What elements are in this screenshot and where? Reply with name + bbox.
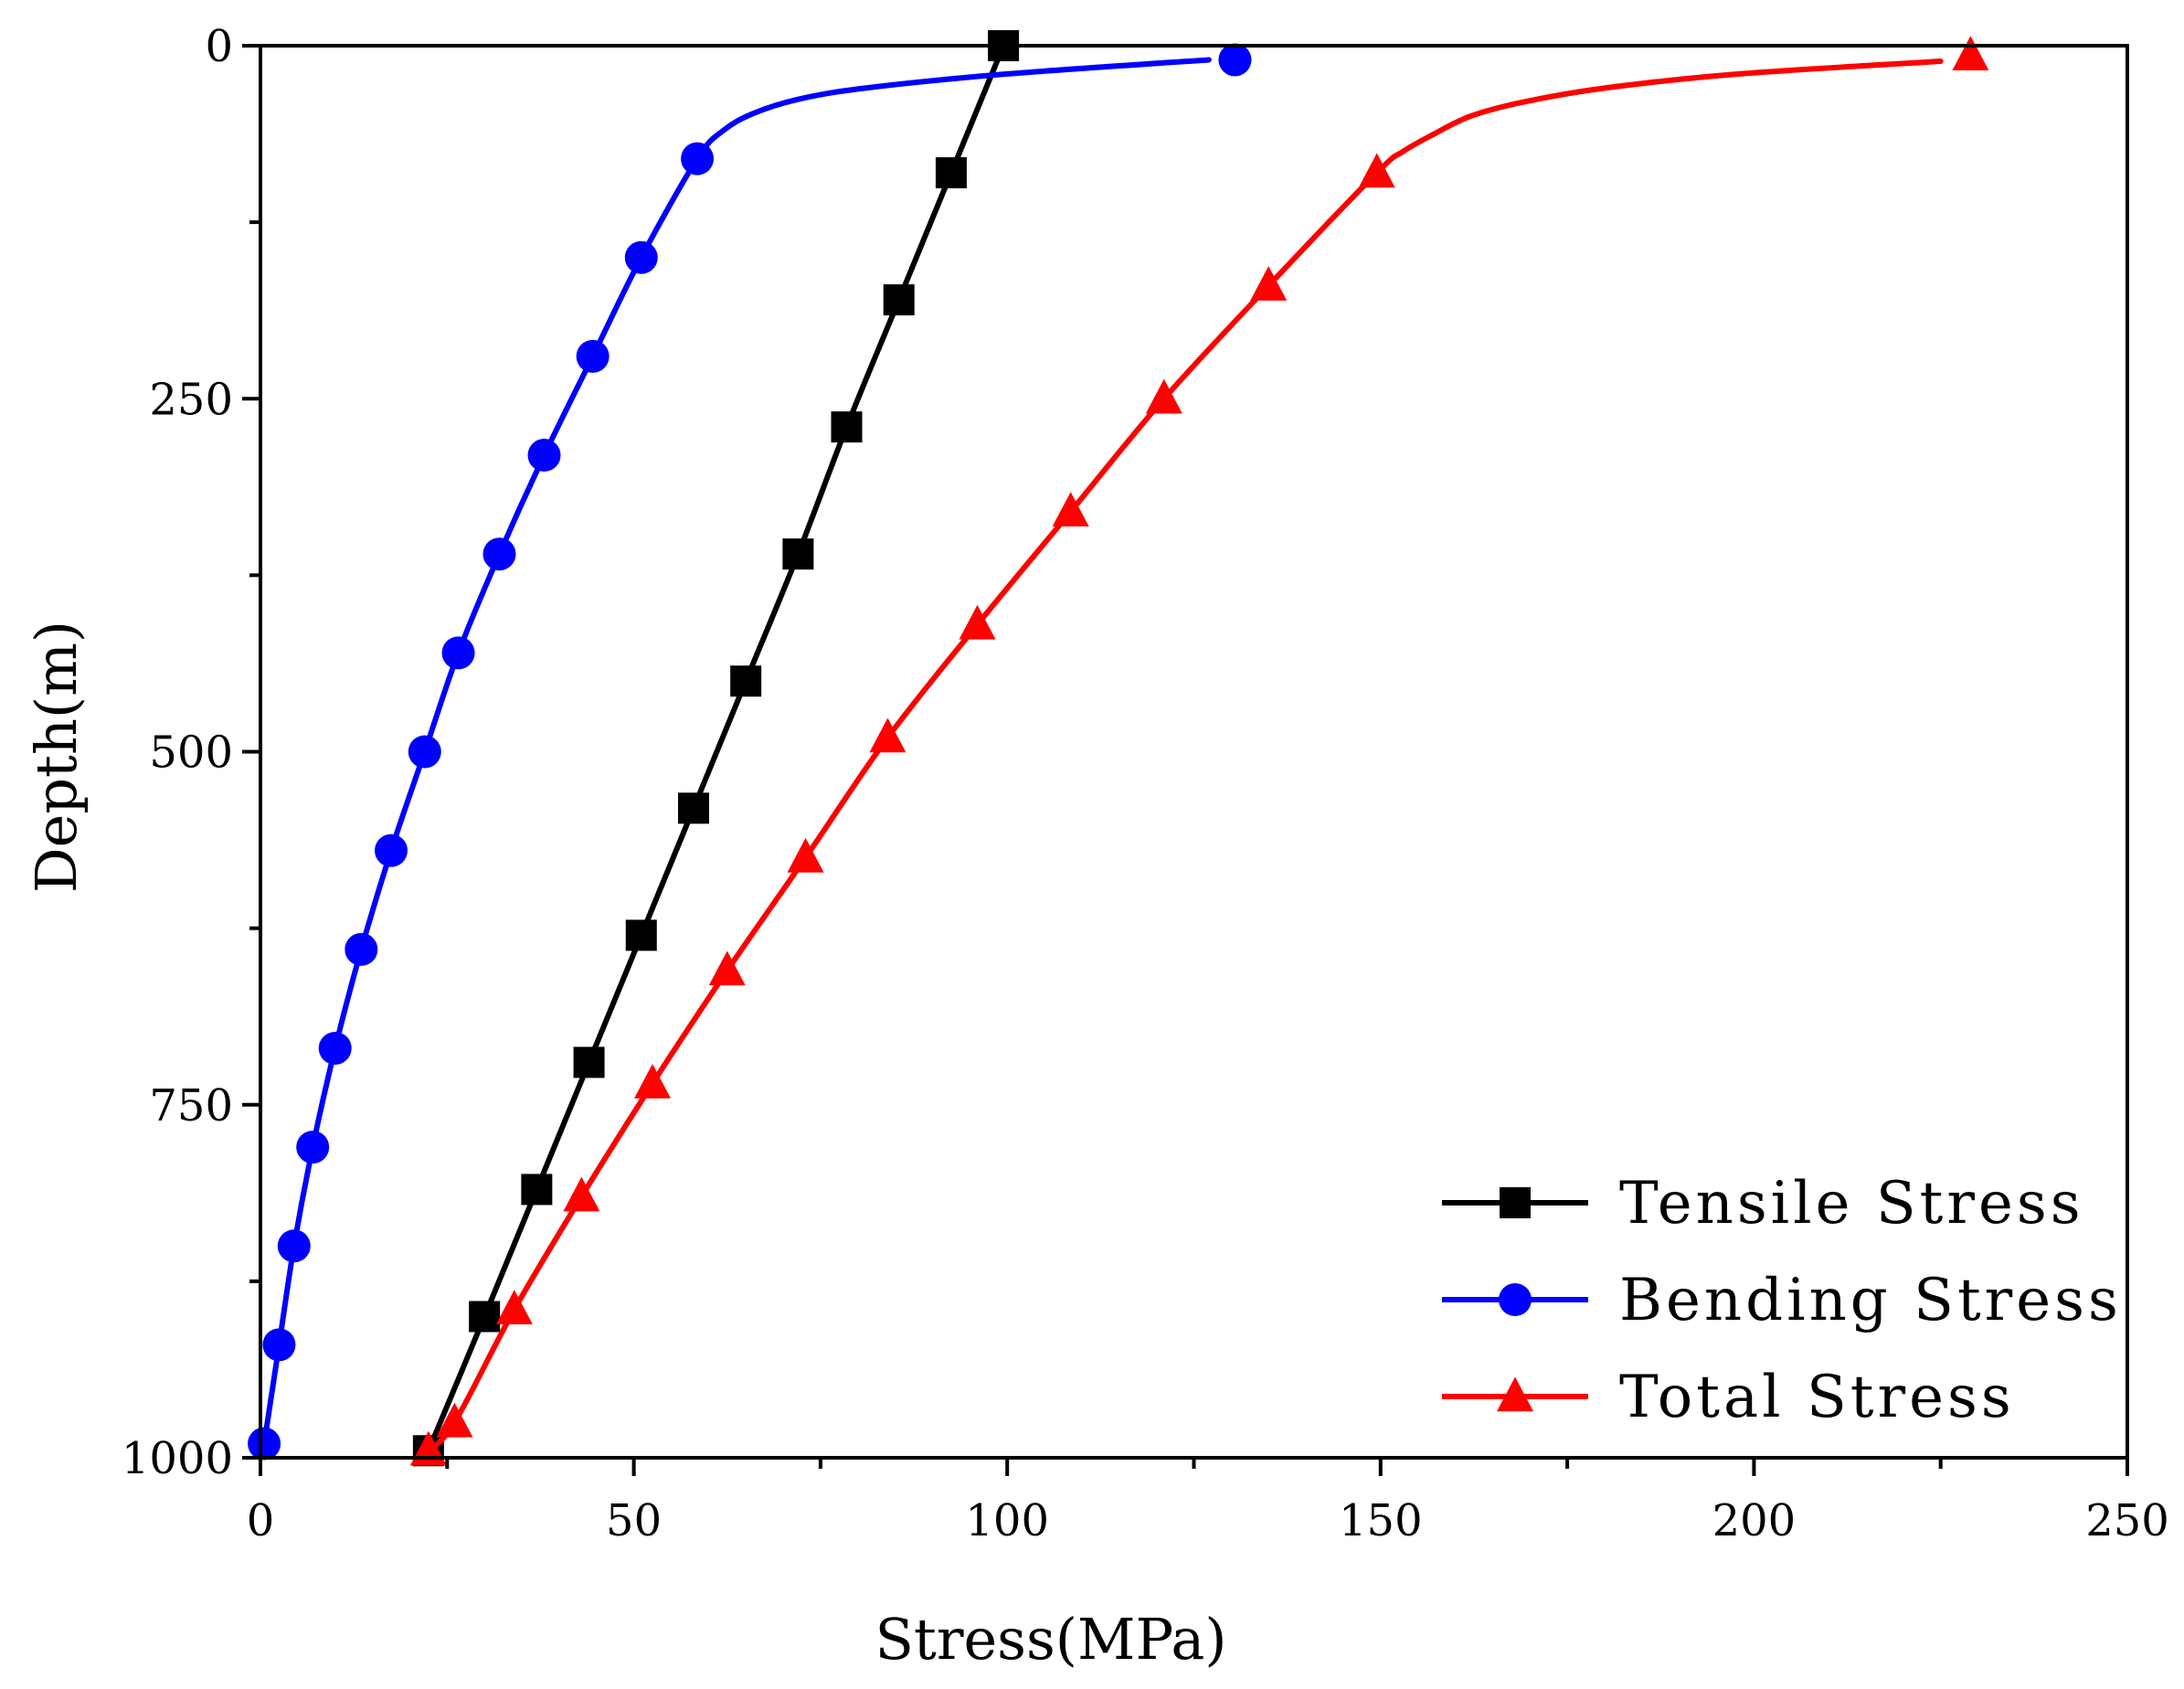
series-bending-stress [248, 43, 1252, 1461]
total-stress-point [1052, 492, 1089, 527]
total-stress-point [787, 837, 824, 873]
y-tick-label: 1000 [122, 1433, 233, 1484]
tensile-stress-point [730, 665, 762, 697]
legend-label-total-stress: Total Stress [1619, 1364, 2015, 1431]
tensile-stress-point [573, 1046, 605, 1078]
series-total-stress [409, 36, 1989, 1466]
bending-stress-point [345, 932, 378, 966]
bending-stress-point [441, 636, 475, 670]
x-tick-label: 150 [1339, 1495, 1423, 1546]
total-stress-point [1250, 266, 1288, 301]
legend-item-tensile-stress: Tensile Stress [1442, 1170, 2084, 1238]
y-axis-label: Depth(m) [23, 621, 90, 893]
y-tick-label: 250 [149, 374, 233, 425]
legend-item-total-stress: Total Stress [1442, 1364, 2015, 1431]
x-tick-label: 50 [606, 1495, 662, 1546]
bending-stress-line [261, 57, 1212, 1447]
bending-stress-point [576, 339, 610, 373]
legend: Tensile Stress Bending Stress Total Stress [1442, 1170, 2122, 1431]
bending-stress-point [408, 735, 441, 769]
tensile-stress-point [782, 538, 814, 570]
legend-marker-total-stress [1497, 1376, 1533, 1412]
total-stress-point [869, 717, 906, 753]
total-stress-point [1145, 378, 1182, 414]
bending-stress-point [527, 439, 561, 473]
bending-stress-point [277, 1229, 311, 1263]
total-stress-point [634, 1063, 672, 1099]
bending-stress-point [375, 834, 408, 867]
total-stress-point [1952, 36, 1989, 71]
total-stress-point [1358, 153, 1395, 188]
bending-stress-point [624, 240, 658, 274]
x-axis-label: Stress(MPa) [875, 1606, 1226, 1673]
plot-frame [259, 44, 2129, 1460]
y-tick-label: 0 [205, 21, 233, 72]
bending-stress-point [482, 537, 516, 571]
total-stress-point [959, 604, 996, 640]
legend-marker-bending-stress [1499, 1283, 1532, 1316]
legend-label-tensile-stress: Tensile Stress [1619, 1170, 2084, 1238]
x-tick-label: 250 [2085, 1495, 2169, 1546]
legend-label-bending-stress: Bending Stress [1619, 1267, 2122, 1334]
series-tensile-stress [412, 30, 1020, 1467]
tensile-stress-point [469, 1301, 501, 1333]
bending-stress-point [318, 1031, 352, 1065]
x-tick-label: 0 [247, 1495, 275, 1546]
plot-area [248, 30, 1989, 1467]
bending-stress-point [248, 1427, 281, 1461]
tensile-stress-point [831, 411, 863, 443]
legend-item-bending-stress: Bending Stress [1442, 1267, 2122, 1334]
axes: 0 50 100 150 200 250 0 250 500 750 1000 [122, 21, 2169, 1546]
bending-stress-point [296, 1131, 330, 1164]
bending-stress-point [681, 142, 715, 175]
tensile-stress-line [425, 43, 1007, 1454]
legend-marker-tensile-stress [1500, 1187, 1531, 1218]
y-tick-label: 500 [149, 728, 233, 779]
tensile-stress-point [521, 1174, 553, 1206]
total-stress-line [425, 58, 1944, 1454]
x-tick-label: 200 [1712, 1495, 1797, 1546]
tensile-stress-point [677, 792, 709, 824]
tensile-stress-point [935, 157, 967, 189]
total-stress-point [563, 1176, 600, 1212]
tensile-stress-point [625, 919, 657, 951]
x-tick-label: 100 [965, 1495, 1049, 1546]
tensile-stress-point [883, 284, 915, 316]
total-stress-point [436, 1402, 473, 1438]
bending-stress-point [262, 1328, 296, 1362]
total-stress-point [495, 1290, 533, 1324]
y-tick-label: 750 [149, 1080, 233, 1131]
bending-stress-point [1218, 43, 1252, 77]
total-stress-point [708, 951, 746, 986]
